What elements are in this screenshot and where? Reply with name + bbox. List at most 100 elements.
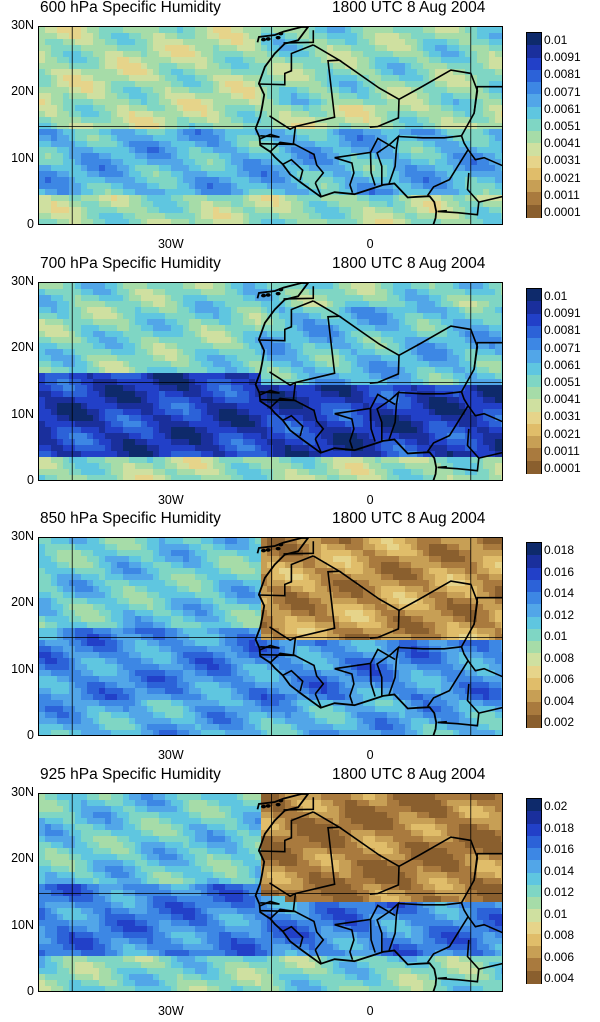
field-cell [315,349,322,356]
field-cell [483,439,490,446]
field-cell [327,343,334,350]
field-cell [183,165,190,172]
colorbar-label: 0.01 [544,33,567,47]
field-cell [417,63,424,70]
field-cell [189,39,196,46]
field-cell [495,301,502,308]
field-cell [339,117,346,124]
field-cell [189,51,196,58]
field-cell [111,397,118,404]
field-cell [363,183,370,190]
field-cell [111,171,118,178]
field-cell [285,337,292,344]
field-cell [369,313,376,320]
field-cell [75,313,82,320]
field-cell [99,159,106,166]
field-cell [225,27,232,34]
field-cell [123,397,130,404]
field-cell [267,433,274,440]
field-cell [117,117,124,124]
field-cell [339,105,346,112]
field-cell [315,361,322,368]
field-cell [411,189,418,196]
field-cell [189,27,196,34]
field-cell [87,63,94,70]
field-cell [213,313,220,320]
field-cell [315,63,322,70]
field-cell [237,129,244,136]
field-cell [123,361,130,368]
field-cell [93,117,100,124]
field-cell [135,403,142,410]
field-cell [429,39,436,46]
field-cell [303,361,310,368]
field-cell [111,39,118,46]
field-cell [441,213,448,220]
field-cell [57,397,64,404]
field-cell [279,153,286,160]
field-cell [297,81,304,88]
field-cell [501,63,503,70]
field-cell [237,147,244,154]
field-cell [423,63,430,70]
field-cell [117,45,124,52]
field-cell [87,117,94,124]
field-cell [45,183,52,190]
field-cell [129,57,136,64]
field-cell [339,69,346,76]
field-cell [309,219,316,225]
field-cell [201,69,208,76]
field-cell [45,349,52,356]
field-cell [81,183,88,190]
field-cell [189,283,196,290]
field-cell [495,27,502,34]
field-cell [399,343,406,350]
field-cell [63,319,70,326]
field-cell [327,391,334,398]
field-cell [369,165,376,172]
field-cell [111,421,118,428]
field-cell [237,69,244,76]
field-cell [303,343,310,350]
field-cell [111,189,118,196]
field-cell [93,153,100,160]
field-cell [321,433,328,440]
field-cell [231,135,238,142]
field-cell [399,355,406,362]
field-cell [177,135,184,142]
field-cell [477,69,484,76]
field-cell [387,415,394,422]
field-cell [39,337,46,344]
field-cell [249,81,256,88]
field-cell [387,403,394,410]
field-cell [219,295,226,302]
field-cell [327,147,334,154]
field-cell [429,63,436,70]
field-cell [81,57,88,64]
field-cell [345,129,352,136]
field-cell [105,295,112,302]
field-cell [219,361,226,368]
field-cell [207,445,214,452]
field-cell [423,183,430,190]
colorbar-segment [527,192,541,205]
field-cell [435,93,442,100]
field-cell [201,451,208,458]
field-cell [339,39,346,46]
field-cell [495,295,502,302]
field-cell [489,33,496,40]
field-cell [435,307,442,314]
field-cell [453,301,460,308]
field-cell [249,165,256,172]
field-cell [99,331,106,338]
field-cell [345,373,352,380]
field-cell [105,325,112,332]
field-cell [183,367,190,374]
field-cell [477,171,484,178]
field-cell [375,207,382,214]
field-cell [219,367,226,374]
field-cell [75,301,82,308]
field-cell [183,409,190,416]
field-cell [453,63,460,70]
field-cell [111,403,118,410]
